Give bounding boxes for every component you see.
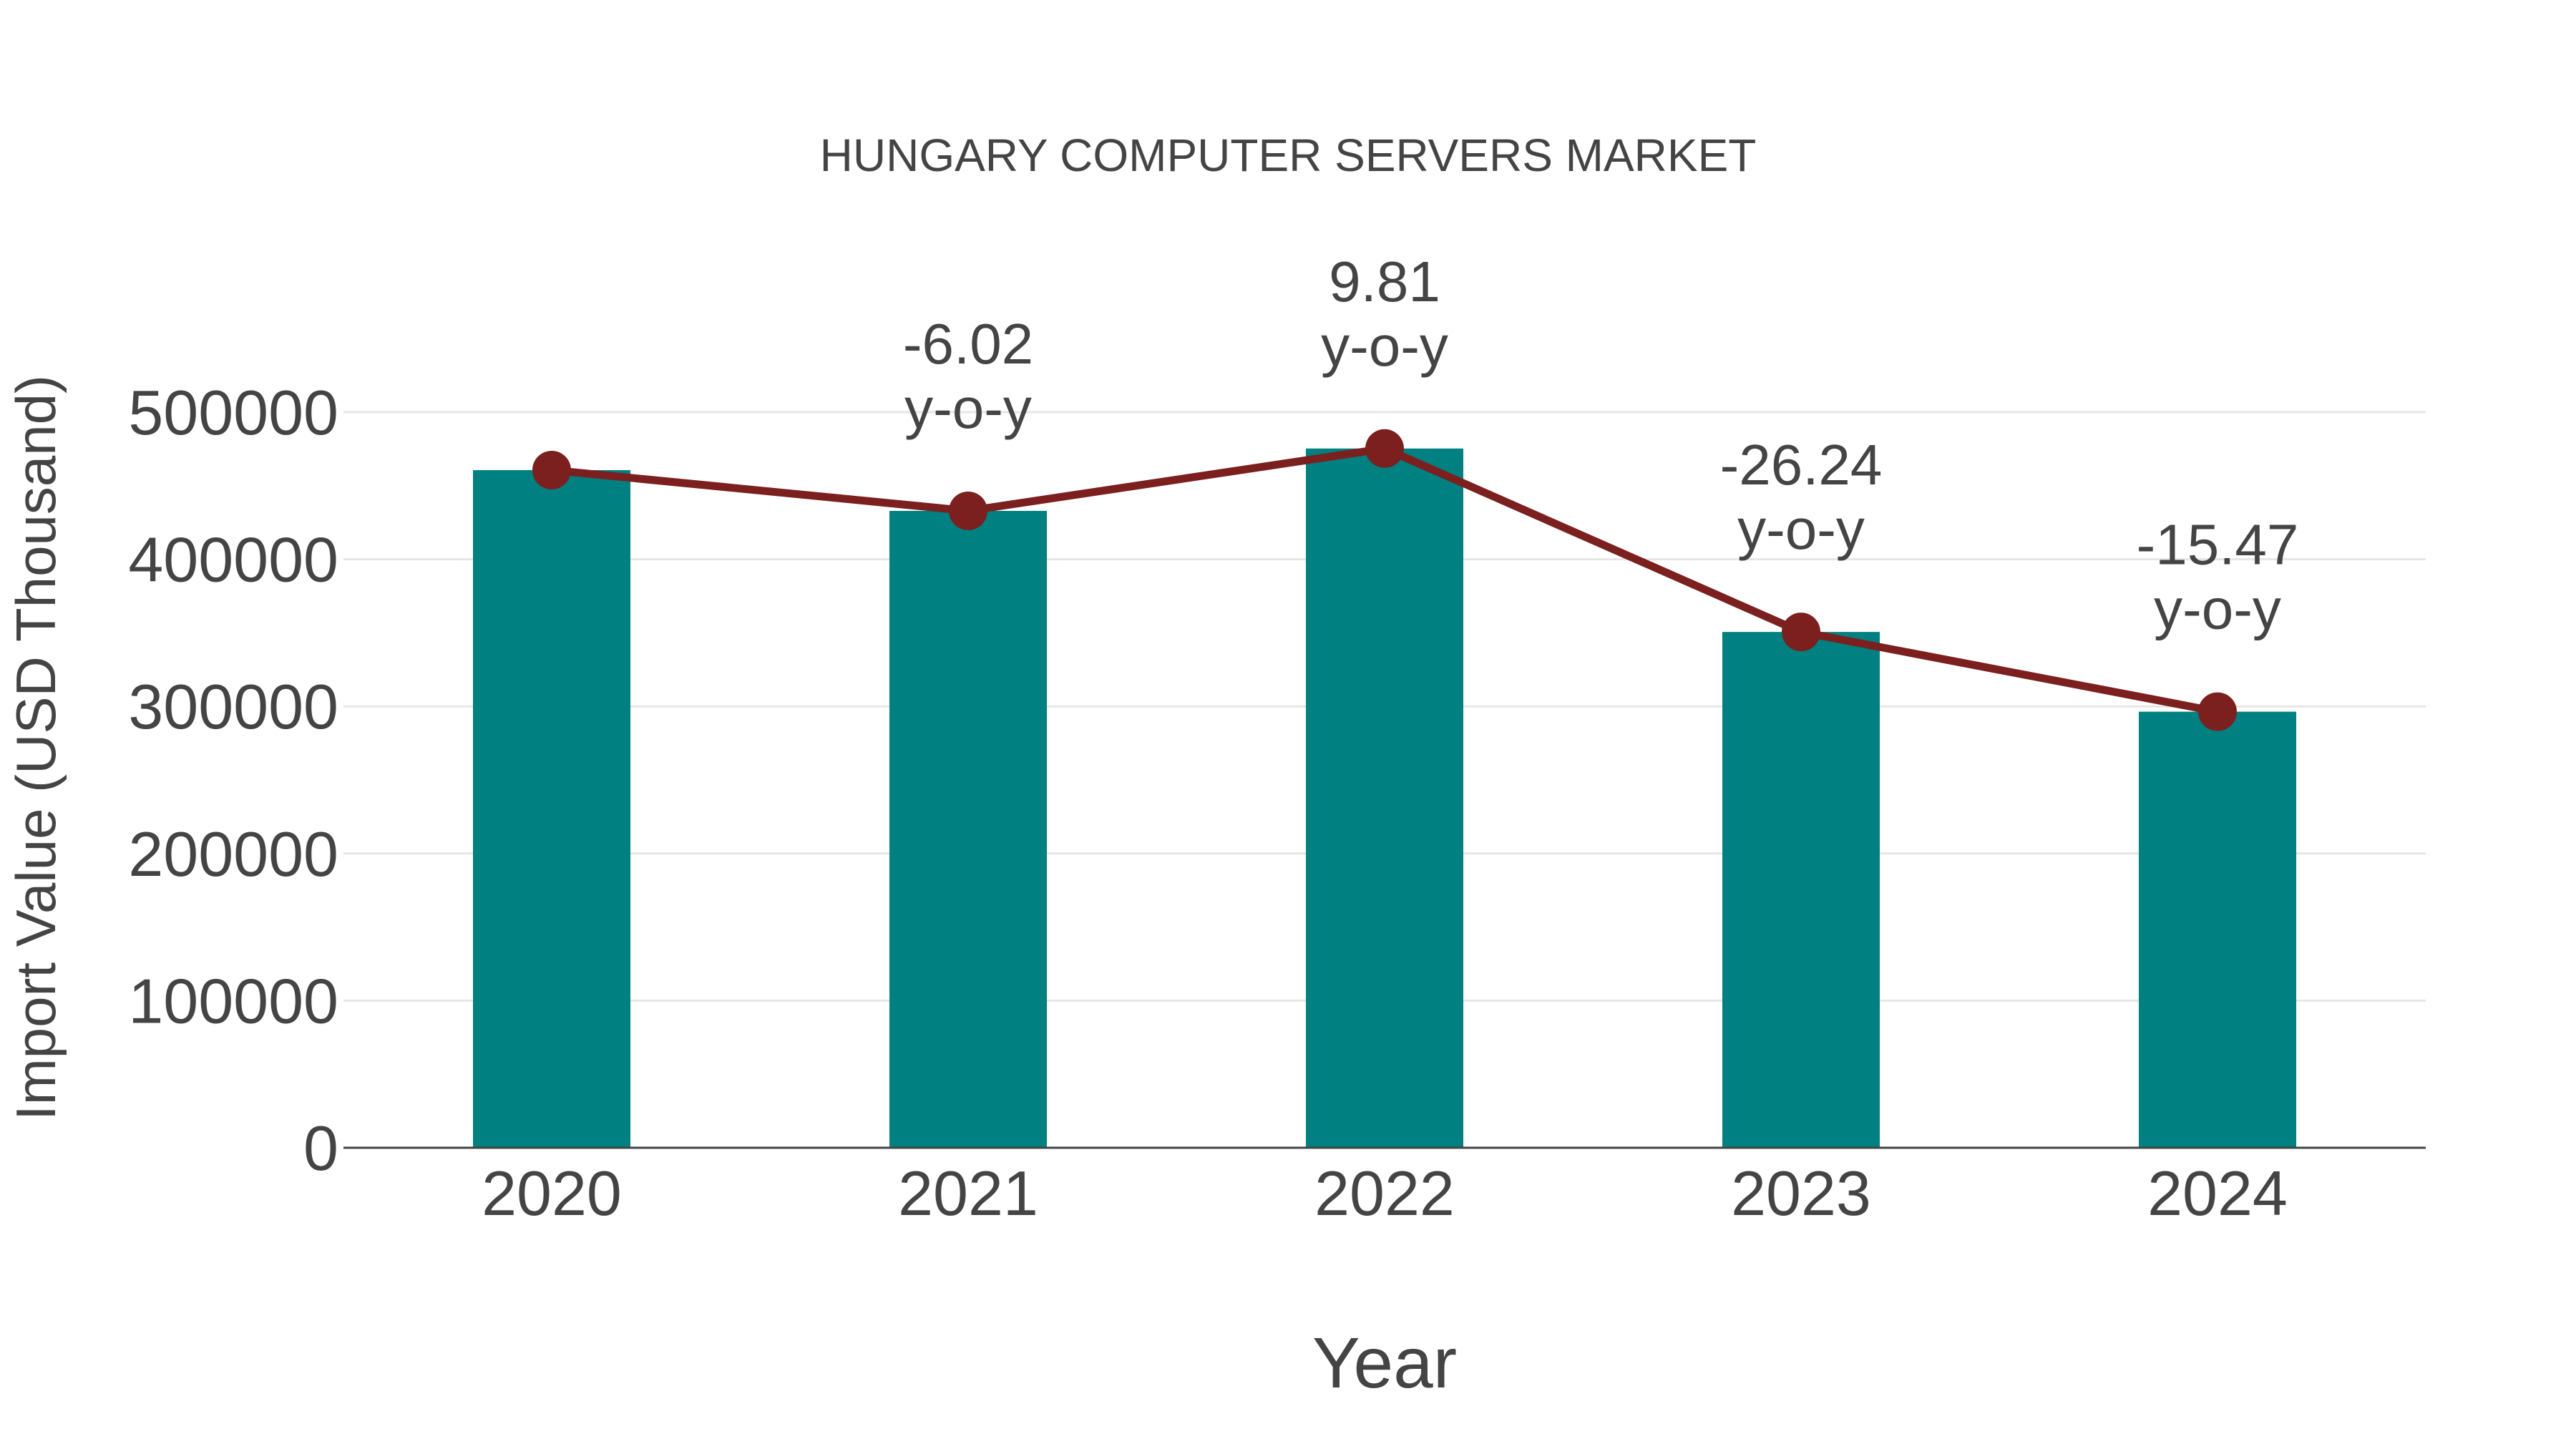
x-tick-label: 2021: [898, 1158, 1038, 1229]
y-tick-label: 200000: [128, 819, 338, 889]
yoy-value: -26.24: [1720, 433, 1883, 497]
yoy-suffix: y-o-y: [1737, 497, 1865, 561]
trend-marker-2022: [1365, 429, 1404, 468]
chart-title: HUNGARY COMPUTER SERVERS MARKET: [819, 130, 1757, 181]
yoy-suffix: y-o-y: [904, 376, 1032, 440]
x-axis-title: Year: [1312, 1323, 1458, 1403]
yoy-suffix: y-o-y: [1321, 314, 1448, 378]
line-series: [532, 429, 2237, 731]
yoy-annotations: -6.02y-o-y9.81y-o-y-26.24y-o-y -15.47y-o-…: [903, 250, 2299, 641]
yoy-value: 9.81: [1329, 250, 1440, 313]
yoy-suffix: y-o-y: [2154, 577, 2281, 641]
y-tick-label: 500000: [128, 377, 338, 448]
bar-2021: [889, 510, 1047, 1148]
x-tick-label: 2022: [1314, 1158, 1455, 1229]
y-axis-ticks: 0 100000 200000 300000 400000 500000: [128, 377, 338, 1184]
y-axis-title: Import Value (USD Thousand): [4, 375, 67, 1121]
y-tick-label: 300000: [128, 671, 338, 742]
trend-marker-2023: [1782, 613, 1820, 652]
trend-marker-2024: [2198, 692, 2237, 731]
x-tick-label: 2024: [2147, 1158, 2288, 1229]
bar-series: [473, 448, 2296, 1148]
yoy-value: -15.47: [2137, 513, 2299, 577]
trend-marker-2020: [532, 451, 571, 490]
yoy-value: -6.02: [903, 312, 1033, 376]
y-tick-label: 100000: [128, 965, 338, 1036]
bar-2024: [2139, 711, 2296, 1148]
trend-marker-2021: [949, 491, 987, 530]
x-tick-label: 2023: [1731, 1158, 1871, 1229]
bar-2023: [1722, 632, 1880, 1148]
bar-2022: [1306, 448, 1463, 1148]
x-axis-ticks: 2020 2021 2022 2023 2024: [482, 1158, 2288, 1229]
y-tick-label: 0: [303, 1113, 338, 1184]
x-tick-label: 2020: [482, 1158, 622, 1229]
bar-2020: [473, 470, 630, 1148]
y-tick-label: 400000: [128, 525, 338, 595]
